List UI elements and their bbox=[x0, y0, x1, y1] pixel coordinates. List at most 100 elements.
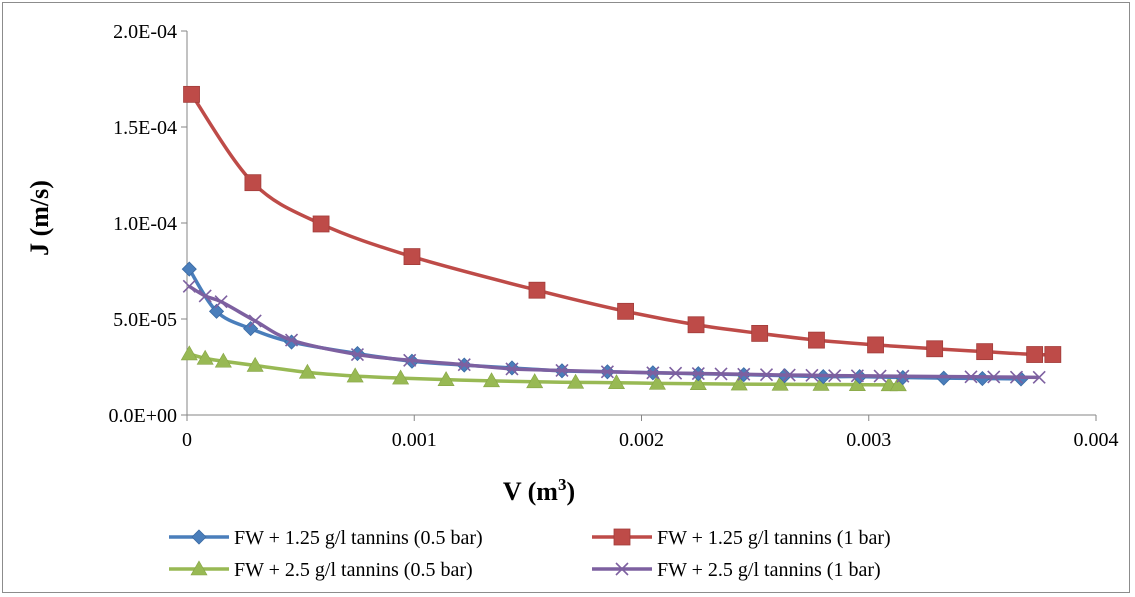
legend-entry: FW + 2.5 g/l tannins (0.5 bar) bbox=[169, 559, 473, 581]
data-point bbox=[812, 375, 830, 391]
x-axis-title-main: V (m bbox=[503, 477, 558, 506]
data-point bbox=[208, 303, 225, 319]
series-2 bbox=[183, 85, 1062, 363]
data-point bbox=[246, 356, 264, 372]
data-point bbox=[243, 321, 259, 337]
data-point bbox=[850, 369, 864, 383]
data-point bbox=[771, 375, 789, 391]
data-point bbox=[403, 353, 417, 367]
data-point bbox=[248, 314, 262, 328]
x-axis-title: V (m3) bbox=[503, 475, 575, 506]
data-point bbox=[312, 215, 330, 233]
x-tick-label: 0.002 bbox=[619, 429, 664, 451]
legend-entry: FW + 1.25 g/l tannins (0.5 bar) bbox=[169, 527, 483, 549]
series-3 bbox=[180, 345, 907, 392]
legend-marker bbox=[613, 528, 631, 546]
data-point bbox=[805, 368, 819, 382]
series-line bbox=[187, 268, 1022, 381]
data-point bbox=[976, 343, 994, 361]
series-4 bbox=[182, 279, 1046, 384]
data-point bbox=[828, 369, 842, 383]
data-point bbox=[867, 336, 884, 354]
data-point bbox=[392, 369, 410, 385]
data-point bbox=[196, 349, 214, 365]
legend-label: FW + 2.5 g/l tannins (0.5 bar) bbox=[234, 559, 473, 581]
data-point bbox=[896, 369, 910, 383]
series-line bbox=[188, 284, 1040, 380]
data-point bbox=[600, 365, 614, 379]
data-point bbox=[607, 374, 626, 390]
x-tick-label: 0.004 bbox=[1074, 429, 1119, 451]
data-point bbox=[648, 374, 666, 390]
x-axis-title-close: ) bbox=[566, 477, 575, 506]
series-layer bbox=[180, 85, 1062, 392]
data-point bbox=[528, 281, 546, 299]
data-point bbox=[714, 367, 728, 381]
x-axis-ticks: 0 0.001 0.002 0.003 0.004 bbox=[182, 415, 1119, 451]
data-point bbox=[669, 366, 683, 380]
x-tick-label: 0.003 bbox=[846, 429, 891, 451]
data-point bbox=[808, 331, 825, 349]
legend: FW + 1.25 g/l tannins (0.5 bar) FW + 1.25… bbox=[169, 527, 891, 581]
data-point bbox=[782, 368, 796, 382]
data-point bbox=[298, 363, 316, 379]
data-point bbox=[691, 366, 705, 381]
data-point bbox=[403, 248, 421, 266]
data-point bbox=[183, 85, 200, 103]
data-point bbox=[284, 333, 299, 347]
x-tick-label: 0.001 bbox=[392, 429, 437, 451]
data-point bbox=[457, 358, 471, 372]
data-point bbox=[555, 363, 569, 378]
data-point bbox=[1026, 346, 1044, 363]
y-tick-label: 5.0E-05 bbox=[113, 309, 177, 331]
data-point bbox=[1044, 346, 1062, 363]
data-point bbox=[987, 370, 1001, 384]
data-point bbox=[181, 261, 197, 277]
y-tick-label: 1.5E-04 bbox=[113, 117, 177, 139]
data-point bbox=[214, 352, 232, 368]
data-point bbox=[759, 368, 774, 382]
legend-marker bbox=[615, 562, 629, 576]
data-point bbox=[244, 174, 262, 192]
data-point bbox=[482, 372, 501, 388]
data-point bbox=[437, 371, 455, 386]
legend-marker bbox=[190, 560, 208, 576]
data-point bbox=[198, 289, 212, 303]
data-point bbox=[526, 373, 544, 389]
data-point bbox=[346, 367, 364, 383]
data-point bbox=[687, 316, 705, 334]
y-tick-label: 2.0E-04 bbox=[113, 21, 177, 43]
y-axis-ticks: 0.0E+00 5.0E-05 1.0E-04 1.5E-04 2.0E-04 bbox=[109, 21, 187, 427]
x-tick-label: 0 bbox=[182, 429, 192, 451]
data-point bbox=[180, 345, 198, 361]
data-point bbox=[182, 279, 196, 293]
data-point bbox=[737, 367, 751, 381]
data-point bbox=[567, 373, 585, 389]
data-point bbox=[848, 376, 866, 391]
data-point bbox=[689, 375, 707, 391]
y-axis-title: J (m/s) bbox=[25, 180, 54, 256]
data-point bbox=[730, 375, 748, 391]
legend-label: FW + 1.25 g/l tannins (1 bar) bbox=[657, 527, 891, 549]
data-point bbox=[214, 295, 228, 309]
data-point bbox=[751, 324, 769, 342]
data-point bbox=[873, 369, 887, 383]
data-point bbox=[646, 366, 660, 380]
data-point bbox=[1009, 370, 1024, 384]
legend-marker bbox=[191, 529, 207, 545]
y-tick-label: 0.0E+00 bbox=[109, 405, 178, 427]
legend-label: FW + 1.25 g/l tannins (0.5 bar) bbox=[234, 527, 483, 549]
legend-label: FW + 2.5 g/l tannins (1 bar) bbox=[657, 559, 881, 581]
data-point bbox=[350, 347, 365, 362]
data-point bbox=[617, 302, 634, 320]
data-point bbox=[1032, 370, 1046, 384]
x-axis-title-superscript: 3 bbox=[558, 475, 567, 494]
data-point bbox=[505, 362, 519, 376]
legend-entry: FW + 2.5 g/l tannins (1 bar) bbox=[592, 559, 881, 581]
legend-entry: FW + 1.25 g/l tannins (1 bar) bbox=[592, 527, 891, 549]
data-point bbox=[926, 340, 944, 358]
data-point bbox=[964, 370, 978, 384]
y-tick-label: 1.0E-04 bbox=[113, 213, 177, 235]
line-chart: 0.0E+005.0E-051.0E-041.5E-042.0E-04 0 0.0… bbox=[25, 21, 1119, 581]
